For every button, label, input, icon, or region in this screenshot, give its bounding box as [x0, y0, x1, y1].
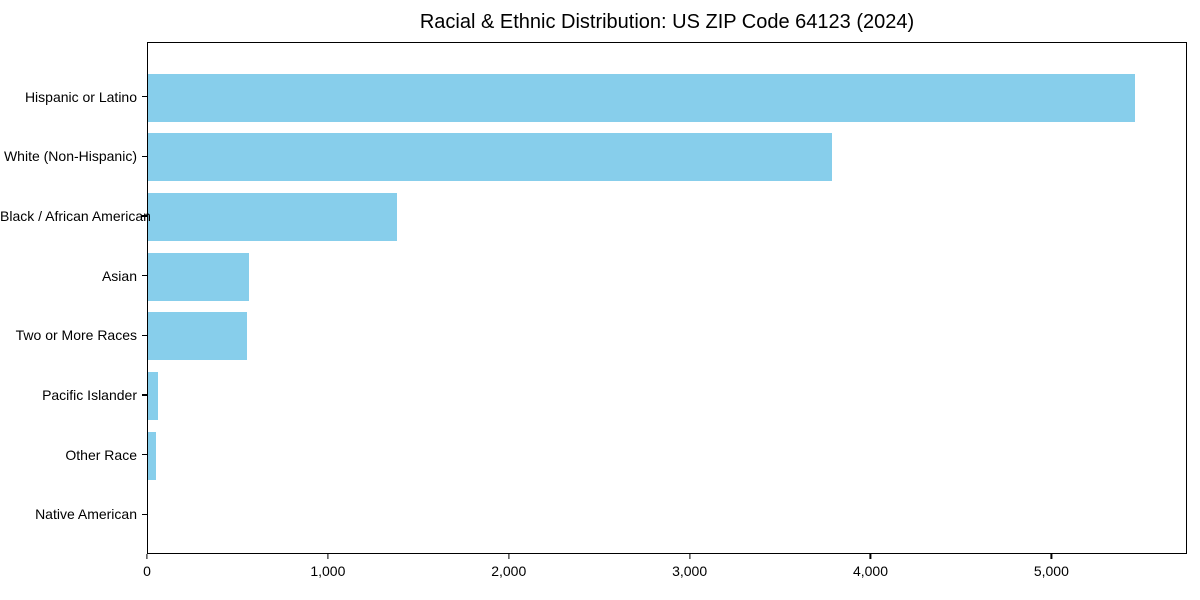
y-tick-mark: [142, 96, 147, 98]
bar-white-non-hispanic: [148, 133, 833, 182]
x-tick-mark: [1050, 554, 1052, 559]
y-tick-mark: [142, 513, 147, 515]
x-tick-mark: [327, 554, 329, 559]
x-tick-mark: [146, 554, 148, 559]
y-axis-label: Native American: [35, 506, 137, 523]
y-tick-mark: [142, 453, 147, 456]
y-axis-label: White (Non-Hispanic): [3, 148, 137, 165]
x-axis-label: 4,000: [852, 563, 888, 579]
bar-two-or-more-races: [148, 312, 248, 361]
y-axis-label: Black / African American: [0, 208, 151, 225]
y-axis-label: Hispanic or Latino: [24, 88, 137, 105]
y-tick-mark: [142, 275, 147, 277]
x-tick-mark: [508, 554, 510, 559]
bar-asian: [148, 252, 250, 301]
plot-area: [147, 42, 1187, 554]
x-axis-label: 0: [143, 563, 151, 579]
y-axis-label: Other Race: [65, 446, 137, 463]
bar-pacific-islander: [148, 371, 158, 420]
x-axis-label: 1,000: [310, 563, 346, 579]
bar-hispanic-or-latino: [148, 73, 1136, 122]
chart-title: Racial & Ethnic Distribution: US ZIP Cod…: [419, 11, 915, 33]
x-axis-label: 2,000: [491, 563, 527, 579]
y-axis-label: Asian: [101, 267, 137, 284]
bar-other-race: [148, 431, 157, 480]
y-tick-mark: [142, 215, 147, 217]
y-tick-mark: [142, 155, 147, 158]
y-tick-mark: [142, 334, 147, 336]
x-axis-label: 3,000: [672, 563, 708, 579]
bar-black-african-american: [148, 193, 398, 242]
x-tick-mark: [869, 554, 872, 559]
y-axis-label: Pacific Islander: [42, 386, 137, 403]
x-axis-label: 5,000: [1033, 563, 1069, 579]
y-axis-label: Two or More Races: [15, 327, 137, 344]
x-tick-mark: [689, 554, 691, 559]
y-tick-mark: [142, 394, 147, 396]
